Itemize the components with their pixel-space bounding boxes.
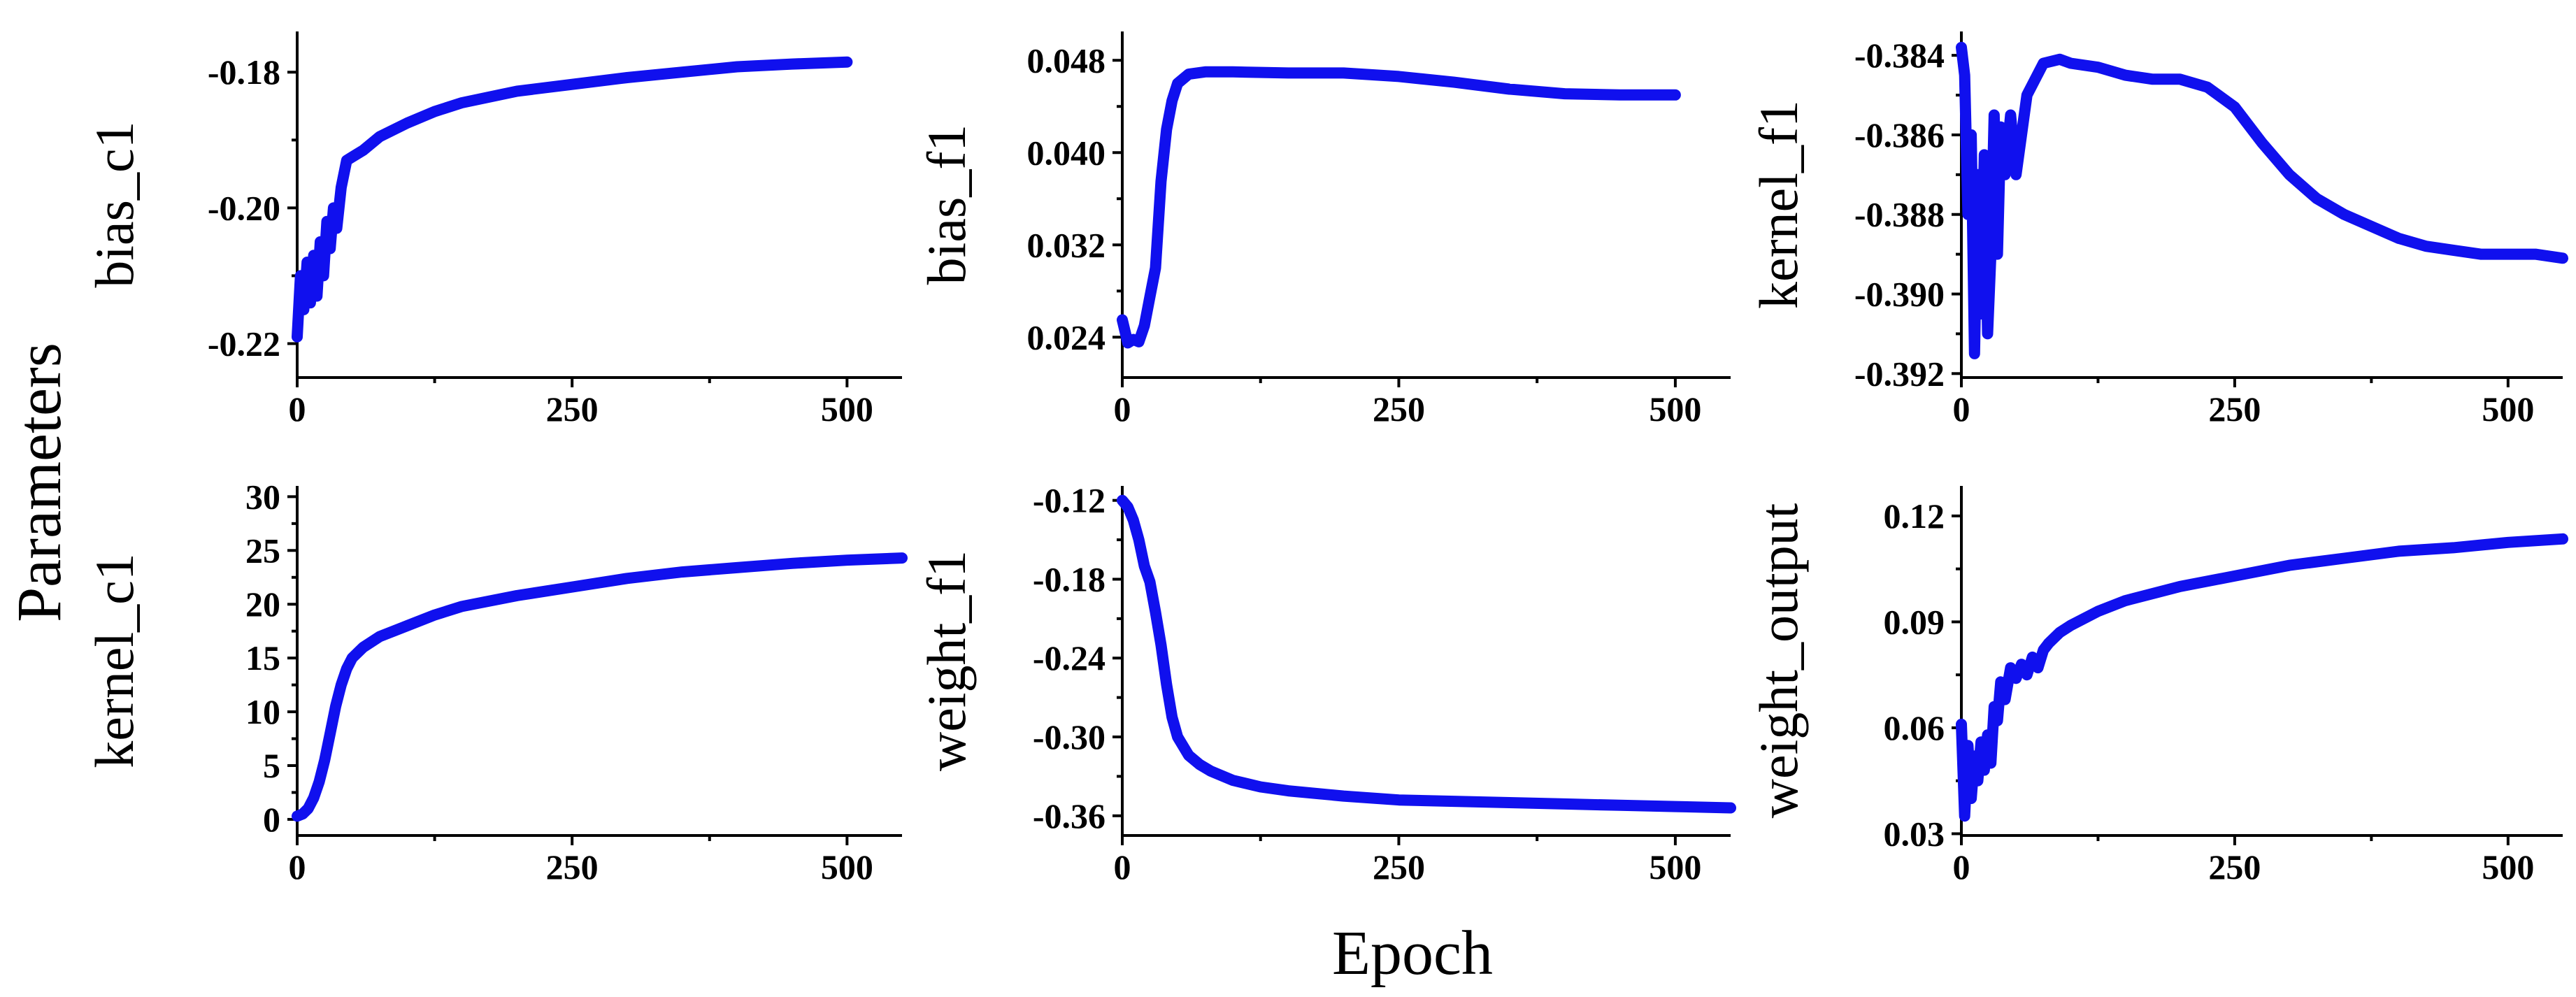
y-tick-label: -0.12 (1033, 481, 1105, 520)
series-line-kernel_c1 (292, 552, 908, 822)
series-line-weight_output (1956, 533, 2568, 822)
x-tick-label: 0 (1114, 389, 1131, 429)
x-tick-label: 0 (1953, 847, 1970, 887)
y-tick-label: 30 (245, 477, 280, 516)
y-tick-label: -0.22 (208, 324, 280, 363)
panel-ylabel: weight_f1 (916, 550, 977, 771)
y-tick-label: 0.048 (1027, 41, 1106, 80)
panel-weight_output: 0.03 0.06 0.09 0.12 0 250 500 weight_output (1748, 486, 2568, 887)
x-tick-label: 250 (546, 847, 599, 887)
x-tick-label: 500 (1649, 389, 1701, 429)
panel-ylabel: kernel_c1 (84, 553, 145, 768)
axis-spines (296, 486, 902, 837)
y-tick-label: 0.06 (1884, 708, 1945, 747)
y-tick-label: -0.384 (1854, 36, 1945, 75)
y-tick-label: 0.040 (1027, 133, 1106, 172)
panel-weight_f1: -0.36 -0.30 -0.24 -0.18 -0.12 0 250 500 weight_f… (916, 481, 1736, 887)
x-tick-label: 250 (1373, 389, 1425, 429)
y-tick-label: 15 (245, 638, 280, 677)
y-tick-label: -0.36 (1033, 796, 1105, 835)
y-tick-label: 0.032 (1027, 225, 1106, 264)
x-tick-label: 250 (546, 389, 599, 429)
x-tick-label: 500 (821, 389, 873, 429)
panel-kernel_c1: 0 5 10 15 20 25 30 0 250 500 kernel_c1 (84, 477, 908, 887)
y-tick-label: 10 (245, 692, 280, 731)
y-tick-label: -0.390 (1854, 275, 1945, 314)
y-tick-label: 0 (263, 800, 280, 839)
x-tick-label: 0 (289, 847, 306, 887)
x-tick-label: 250 (2208, 389, 2261, 429)
series-line-bias_c1 (292, 56, 853, 343)
panel-ylabel: kernel_f1 (1748, 100, 1809, 309)
x-tick-label: 250 (1373, 847, 1425, 887)
y-tick-label: -0.18 (1033, 559, 1105, 598)
y-tick-label: 0.09 (1884, 602, 1945, 641)
y-tick-label: -0.392 (1854, 354, 1945, 393)
series-line-bias_f1 (1117, 66, 1681, 349)
series-line-kernel_f1 (1956, 41, 2568, 359)
panel-bias_c1: -0.22 -0.20 -0.18 0 250 500 bias_c1 (84, 31, 902, 429)
y-tick-label: 25 (245, 531, 280, 570)
y-tick-label: -0.386 (1854, 115, 1945, 155)
y-tick-label: 5 (263, 746, 280, 785)
panel-ylabel: bias_c1 (84, 121, 145, 287)
figure-ylabel: Parameters (5, 343, 74, 622)
panel-ylabel: weight_output (1748, 503, 1809, 818)
panel-kernel_f1: -0.392 -0.390 -0.388 -0.386 -0.384 0 250 500 ker… (1748, 31, 2568, 429)
x-tick-label: 500 (1649, 847, 1701, 887)
y-tick-label: 0.024 (1027, 317, 1106, 357)
y-tick-label: -0.20 (208, 188, 280, 227)
y-tick-label: -0.388 (1854, 195, 1945, 234)
axis-spines (1960, 486, 2563, 837)
y-tick-label: -0.24 (1033, 638, 1105, 677)
x-tick-label: 500 (2482, 389, 2534, 429)
figure-xlabel: Epoch (1332, 919, 1493, 988)
axis-spines (1960, 31, 2563, 379)
x-tick-label: 250 (2208, 847, 2261, 887)
y-tick-label: 20 (245, 584, 280, 624)
panel-bias_f1: 0.024 0.032 0.040 0.048 0 250 500 bias_f1 (916, 31, 1731, 429)
x-tick-label: 0 (1114, 847, 1131, 887)
x-tick-label: 0 (1953, 389, 1970, 429)
y-tick-label: 0.03 (1884, 814, 1945, 853)
y-tick-label: -0.18 (208, 52, 280, 92)
series-line-weight_f1 (1117, 494, 1736, 814)
x-tick-label: 0 (289, 389, 306, 429)
panel-ylabel: bias_f1 (916, 124, 977, 285)
y-tick-label: 0.12 (1884, 496, 1945, 536)
axis-spines (1121, 486, 1731, 837)
x-tick-label: 500 (2482, 847, 2534, 887)
x-tick-label: 500 (821, 847, 873, 887)
y-tick-label: -0.30 (1033, 717, 1105, 756)
